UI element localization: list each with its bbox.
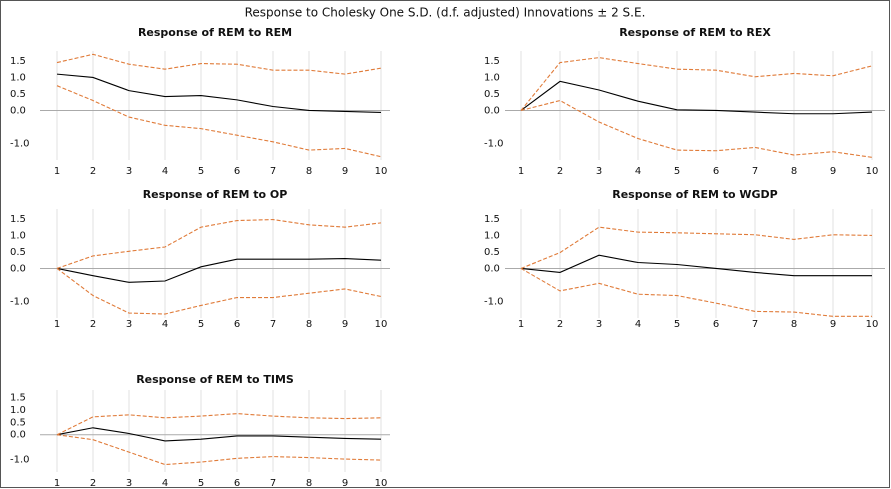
x-tick-label: 8 <box>306 478 312 489</box>
x-tick-label: 6 <box>234 319 240 330</box>
y-tick-label: -1.0 <box>10 455 30 466</box>
panel-title: Response of REM to OP <box>143 188 288 201</box>
y-tick-label: 1.5 <box>484 56 500 67</box>
response-line <box>56 73 382 113</box>
x-tick-label: 6 <box>234 478 240 489</box>
x-tick-label: 3 <box>126 166 132 177</box>
y-tick-label: 1.0 <box>10 405 26 416</box>
y-tick-label: 1.5 <box>484 214 500 225</box>
y-tick-label: 0.5 <box>10 417 26 428</box>
x-tick-label: 2 <box>90 478 96 489</box>
y-tick-label: 0.5 <box>484 247 500 258</box>
response-line <box>520 80 873 115</box>
x-tick-label: 3 <box>596 319 602 330</box>
x-tick-label: 1 <box>54 166 60 177</box>
y-tick-label: 0.0 <box>10 105 26 116</box>
x-tick-label: 1 <box>518 166 524 177</box>
panel-title: Response of REM to WGDP <box>612 188 778 201</box>
y-tick-label: -1.0 <box>484 296 504 307</box>
x-tick-label: 7 <box>270 478 276 489</box>
y-tick-label: 0.0 <box>484 263 500 274</box>
y-tick-label: -1.0 <box>484 138 504 149</box>
panel-title: Response of REM to TIMS <box>136 373 294 386</box>
x-tick-label: 1 <box>54 478 60 489</box>
x-tick-label: 4 <box>635 319 641 330</box>
x-tick-label: 10 <box>375 166 388 177</box>
x-tick-label: 3 <box>126 478 132 489</box>
y-tick-label: 1.0 <box>10 72 26 83</box>
x-tick-label: 3 <box>126 319 132 330</box>
x-tick-label: 10 <box>866 166 879 177</box>
x-tick-label: 7 <box>270 319 276 330</box>
x-tick-label: 5 <box>198 319 204 330</box>
x-tick-label: 2 <box>557 319 563 330</box>
panel-title: Response of REM to REM <box>138 26 292 39</box>
x-tick-label: 4 <box>635 166 641 177</box>
y-tick-label: 0.0 <box>10 430 26 441</box>
x-tick-label: 9 <box>342 319 348 330</box>
x-tick-label: 5 <box>198 478 204 489</box>
y-tick-label: 0.0 <box>10 263 26 274</box>
response-line <box>56 427 382 442</box>
band-line <box>520 226 873 269</box>
x-tick-label: 10 <box>866 319 879 330</box>
x-tick-label: 7 <box>752 319 758 330</box>
band-line <box>520 57 873 111</box>
x-tick-label: 7 <box>270 166 276 177</box>
y-tick-label: 1.5 <box>10 214 26 225</box>
panel-title: Response of REM to REX <box>619 26 771 39</box>
x-tick-label: 4 <box>162 319 168 330</box>
x-tick-label: 8 <box>791 166 797 177</box>
y-tick-label: -1.0 <box>10 296 30 307</box>
response-line <box>56 257 382 283</box>
response-line <box>520 254 872 277</box>
x-tick-label: 6 <box>234 166 240 177</box>
y-tick-label: 1.0 <box>10 230 26 241</box>
x-tick-label: 7 <box>752 166 758 177</box>
x-tick-label: 2 <box>557 166 563 177</box>
x-tick-label: 3 <box>596 166 602 177</box>
x-tick-label: 8 <box>306 319 312 330</box>
band-line <box>520 267 872 317</box>
band-line <box>56 53 382 75</box>
y-tick-label: 1.0 <box>484 230 500 241</box>
y-tick-label: 1.0 <box>484 72 500 83</box>
band-line <box>56 268 382 315</box>
chart-title: Response to Cholesky One S.D. (d.f. adju… <box>245 6 646 20</box>
y-tick-label: 1.5 <box>10 392 26 403</box>
y-tick-label: -1.0 <box>10 138 30 149</box>
x-tick-label: 5 <box>674 166 680 177</box>
band-line <box>56 219 382 269</box>
x-tick-label: 8 <box>791 319 797 330</box>
x-tick-label: 9 <box>830 166 836 177</box>
x-tick-label: 8 <box>306 166 312 177</box>
x-tick-label: 6 <box>713 166 719 177</box>
x-tick-label: 4 <box>162 478 168 489</box>
x-tick-label: 5 <box>674 319 680 330</box>
x-tick-label: 1 <box>54 319 60 330</box>
x-tick-label: 2 <box>90 319 96 330</box>
x-tick-label: 9 <box>342 166 348 177</box>
band-line <box>56 85 382 158</box>
x-tick-label: 9 <box>830 319 836 330</box>
x-tick-label: 5 <box>198 166 204 177</box>
x-tick-label: 9 <box>342 478 348 489</box>
x-tick-label: 6 <box>713 319 719 330</box>
x-tick-label: 4 <box>162 166 168 177</box>
band-line <box>520 99 873 158</box>
y-tick-label: 0.5 <box>10 89 26 100</box>
x-tick-label: 1 <box>518 319 524 330</box>
y-tick-label: 1.5 <box>10 56 26 67</box>
y-tick-label: 0.0 <box>484 105 500 116</box>
y-tick-label: 0.5 <box>484 89 500 100</box>
x-tick-label: 10 <box>375 478 388 489</box>
x-tick-label: 10 <box>375 319 388 330</box>
y-tick-label: 0.5 <box>10 247 26 258</box>
x-tick-label: 2 <box>90 166 96 177</box>
band-line <box>56 434 382 466</box>
